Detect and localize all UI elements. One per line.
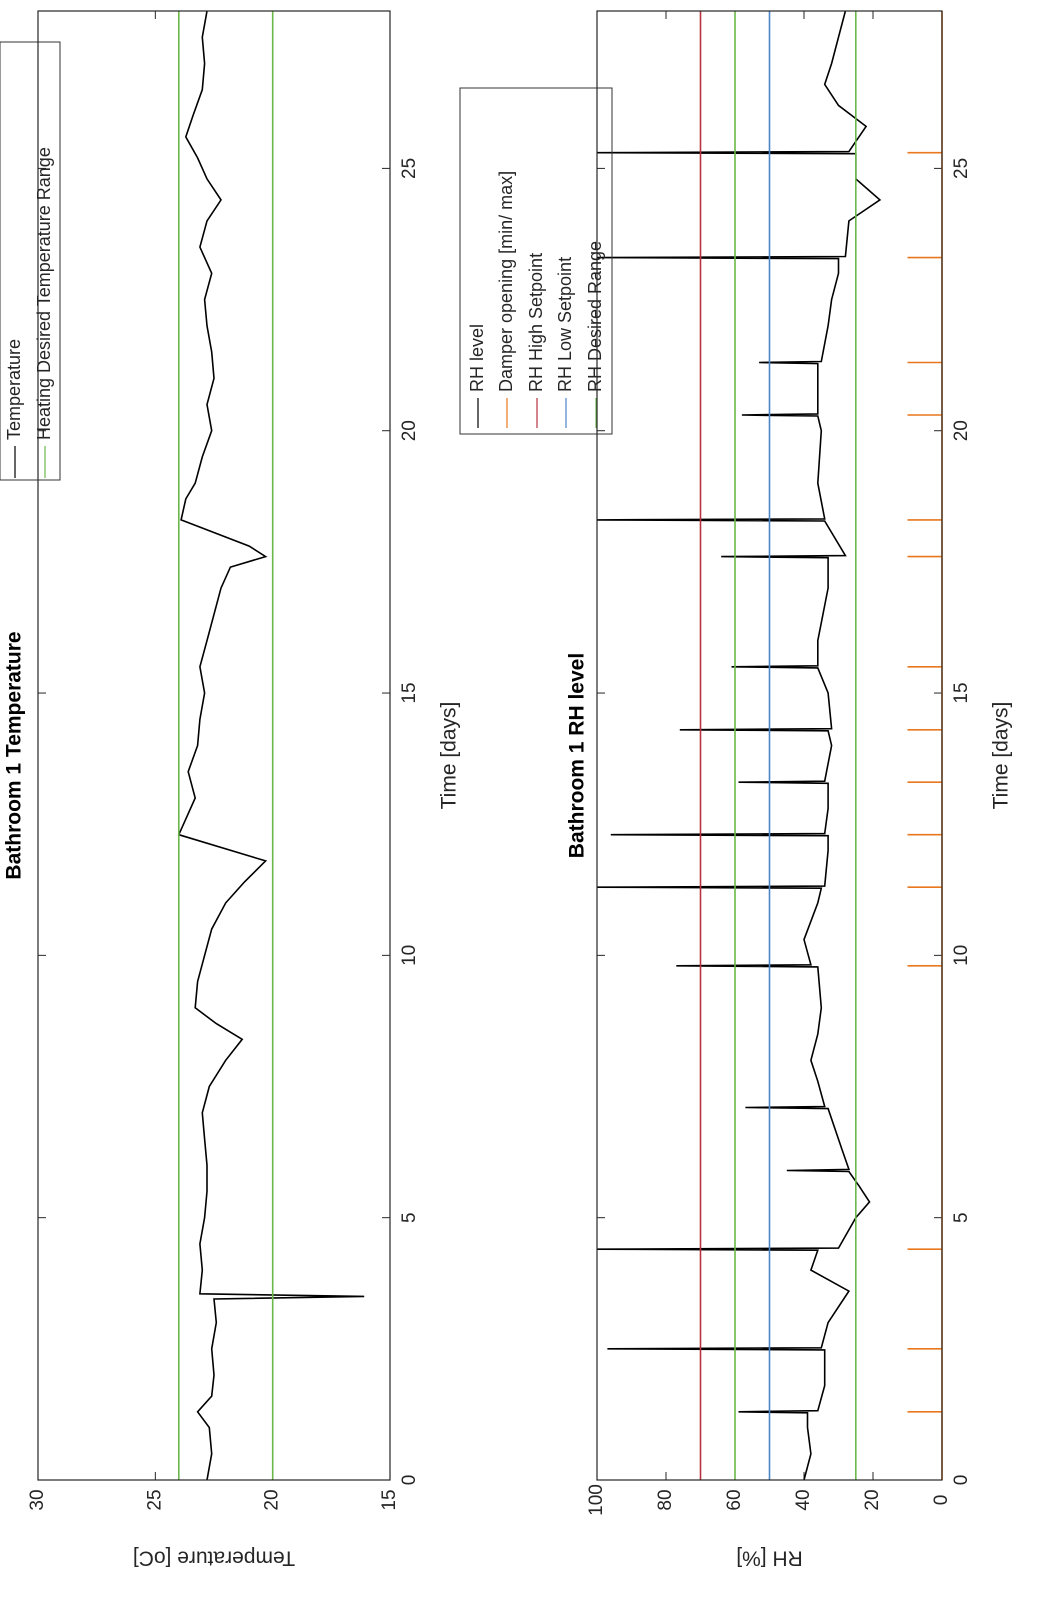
legend-box <box>0 41 61 481</box>
y-tick-label: 0 <box>931 1495 952 1506</box>
x-tick-label: 0 <box>951 1475 972 1486</box>
x-tick-label: 25 <box>951 158 972 179</box>
y-tick-label: 25 <box>144 1489 165 1510</box>
y-tick-label: 15 <box>379 1489 400 1510</box>
y-tick-label: 40 <box>793 1489 814 1510</box>
legend-label: RH level <box>467 324 487 392</box>
x-tick-label: 15 <box>399 682 420 703</box>
series-line <box>596 10 882 1481</box>
plot-frame <box>596 10 943 1481</box>
y-tick-label: 100 <box>586 1484 607 1516</box>
x-tick-label: 10 <box>399 945 420 966</box>
y-tick-label: 60 <box>724 1489 745 1510</box>
series-line <box>907 11 943 1480</box>
legend-box <box>459 87 613 435</box>
legend-label: Heating Desired Temperature Range <box>34 147 54 440</box>
y-tick-label: 80 <box>655 1489 676 1510</box>
x-tick-label: 0 <box>399 1475 420 1486</box>
x-axis-label: Time [days] <box>990 702 1013 810</box>
x-tick-label: 5 <box>951 1212 972 1223</box>
x-tick-label: 10 <box>951 945 972 966</box>
x-tick-label: 15 <box>951 682 972 703</box>
plot-frame <box>37 10 391 1481</box>
chart-title: Bathroom 1 RH level <box>566 653 589 858</box>
legend-label: Damper opening [min/ max] <box>496 171 516 392</box>
y-tick-label: 20 <box>262 1489 283 1510</box>
y-axis-label: RH [%] <box>736 1546 803 1569</box>
y-axis-label: Temperature [oC] <box>133 1546 295 1569</box>
series-line <box>177 10 365 1481</box>
legend-label: RH High Setpoint <box>526 253 546 392</box>
legend-label: Temperature <box>4 339 24 440</box>
y-tick-label: 30 <box>27 1489 48 1510</box>
x-tick-label: 25 <box>399 158 420 179</box>
x-axis-label: Time [days] <box>438 702 461 810</box>
y-tick-label: 20 <box>862 1489 883 1510</box>
legend-label: RH Desired Range <box>585 241 605 392</box>
x-tick-label: 5 <box>399 1212 420 1223</box>
chart-title: Bathroom 1 Temperature <box>3 631 26 879</box>
legend-label: RH Low Setpoint <box>555 257 575 392</box>
x-tick-label: 20 <box>951 420 972 441</box>
x-tick-label: 20 <box>399 420 420 441</box>
